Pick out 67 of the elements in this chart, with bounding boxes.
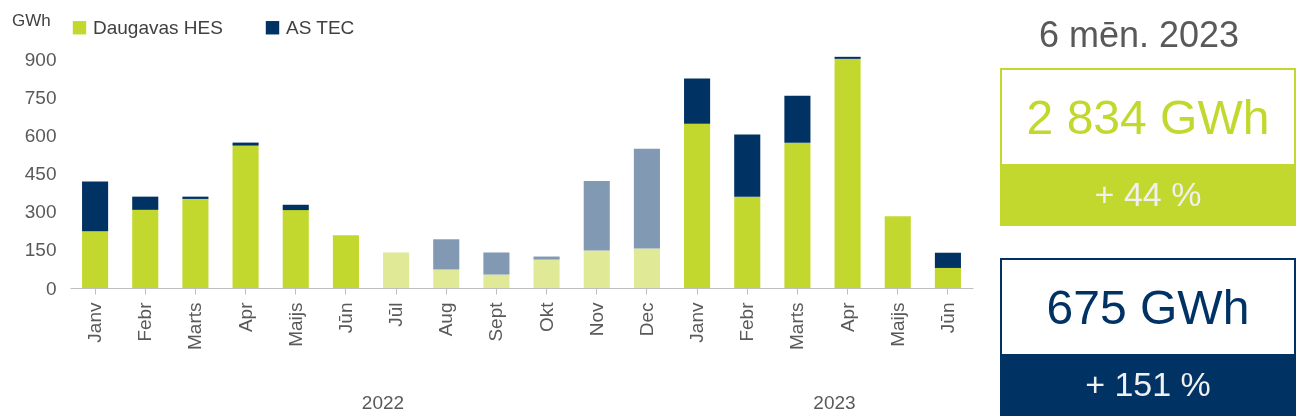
bar xyxy=(784,95,811,143)
x-tick-label: Febr xyxy=(736,301,758,342)
bar xyxy=(82,181,109,232)
x-tick-label: Febr xyxy=(134,301,156,342)
bar xyxy=(533,259,560,288)
x-tick-label: Apr xyxy=(836,301,858,333)
bar xyxy=(483,274,510,288)
x-tick-label: Jūn xyxy=(936,302,958,334)
bar xyxy=(232,142,259,146)
bar xyxy=(884,216,911,288)
y-tick-label: 300 xyxy=(24,201,57,223)
x-tick-label: Marts xyxy=(184,302,206,350)
bar xyxy=(734,134,761,197)
bar xyxy=(332,235,359,288)
y-tick-label: 150 xyxy=(24,239,57,261)
bar xyxy=(232,145,259,288)
bar xyxy=(132,196,159,210)
bar xyxy=(934,267,961,288)
bar xyxy=(684,123,711,288)
legend-label: AS TEC xyxy=(286,16,355,38)
y-tick-label: 750 xyxy=(24,87,57,109)
text: 6 mēn. 2023 xyxy=(1037,14,1241,56)
bar xyxy=(834,58,861,288)
y-axis-title: GWh xyxy=(12,11,51,30)
text: 2 834 GWh xyxy=(1002,70,1294,164)
text: 675 GWh xyxy=(1002,260,1294,354)
x-tick-label: Marts xyxy=(786,302,808,350)
bar xyxy=(182,198,209,288)
y-tick-label: 450 xyxy=(24,163,57,185)
x-tick-label: Jūl xyxy=(385,302,407,327)
bar xyxy=(583,250,610,288)
bar xyxy=(282,210,309,288)
bar xyxy=(734,196,761,288)
text: + 151 % xyxy=(1002,354,1294,414)
bar xyxy=(583,180,610,251)
x-tick-label: Jūn xyxy=(334,302,356,334)
x-tick-label: Janv xyxy=(686,302,708,343)
x-tick-label: Sept xyxy=(485,301,507,342)
x-tick-label: Apr xyxy=(234,301,256,333)
bar xyxy=(934,252,961,268)
y-tick-label: 900 xyxy=(24,49,57,71)
bar xyxy=(433,239,460,270)
bar xyxy=(633,148,660,249)
bar xyxy=(483,252,510,275)
bar xyxy=(82,231,109,288)
legend-label: Daugavas HES xyxy=(93,16,223,38)
x-tick-label: Maijs xyxy=(886,302,908,347)
x-tick-label: Dec xyxy=(635,302,657,337)
x-tick-label: Aug xyxy=(435,302,457,337)
bar xyxy=(784,142,811,288)
bar xyxy=(684,78,711,124)
text: 2023 xyxy=(813,392,856,414)
y-tick-label: 600 xyxy=(24,125,57,147)
bar xyxy=(633,248,660,288)
x-tick-label: Maijs xyxy=(284,302,306,347)
bar xyxy=(834,56,861,59)
x-tick-label: Okt xyxy=(535,301,557,333)
bar xyxy=(433,269,460,288)
text: 2022 xyxy=(361,392,405,414)
x-tick-label: Janv xyxy=(84,302,106,343)
bar xyxy=(132,209,159,288)
bar xyxy=(533,256,560,260)
bar xyxy=(383,252,410,288)
x-tick-label: Nov xyxy=(585,302,607,337)
y-tick-label: 0 xyxy=(45,277,57,299)
bar xyxy=(282,204,309,211)
text: + 44 % xyxy=(1002,164,1294,224)
